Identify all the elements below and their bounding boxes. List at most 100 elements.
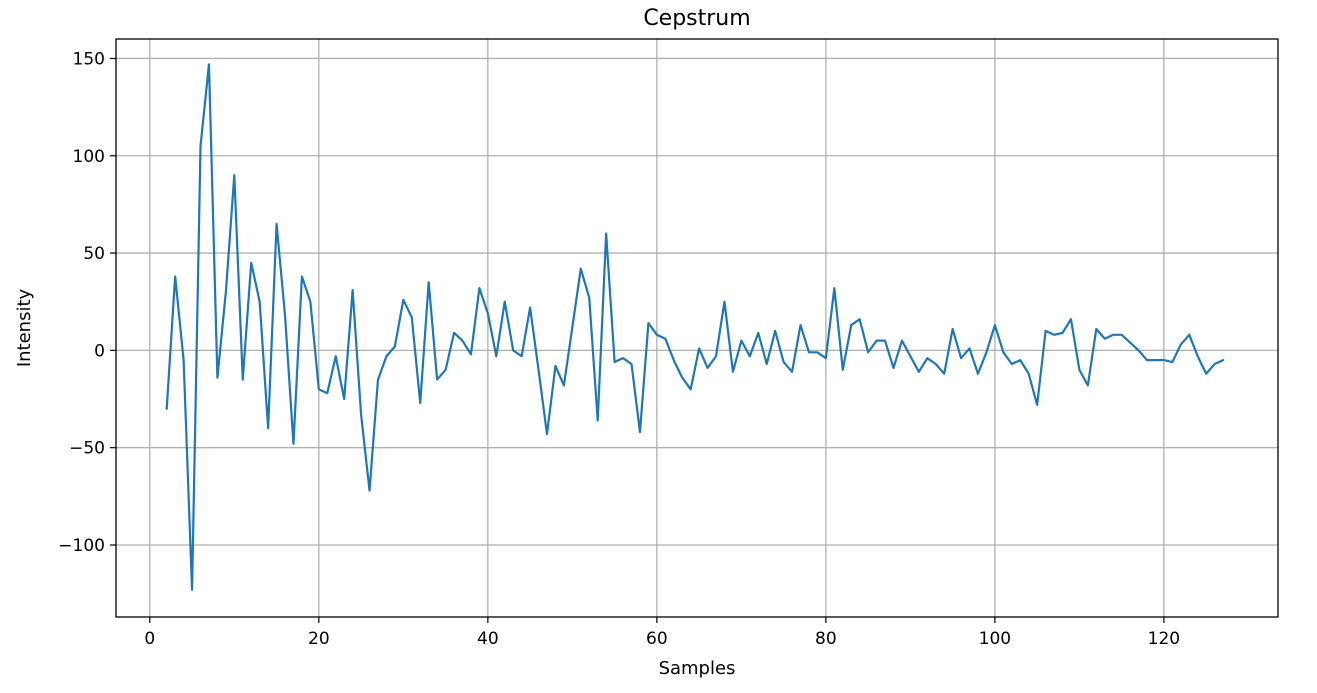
data-point: [1087, 384, 1089, 386]
data-point: [935, 363, 937, 365]
data-point: [250, 262, 252, 264]
x-tick-label: 120: [1148, 629, 1180, 649]
y-tick-label: −50: [69, 439, 105, 459]
data-point: [521, 355, 523, 357]
y-tick-label: 50: [83, 244, 105, 264]
data-point: [1129, 341, 1131, 343]
data-point: [1214, 363, 1216, 365]
data-point: [1104, 338, 1106, 340]
y-axis-label: Intensity: [14, 288, 35, 367]
data-point: [478, 287, 480, 289]
y-axis-ticks: −100 −50 0 50 100 150: [58, 49, 116, 556]
data-point: [428, 281, 430, 283]
x-axis-label: Samples: [659, 658, 736, 679]
data-point: [1137, 349, 1139, 351]
x-tick-label: 80: [815, 629, 837, 649]
data-point: [259, 301, 261, 303]
data-point: [732, 371, 734, 373]
data-point: [419, 402, 421, 404]
data-point: [208, 63, 210, 65]
data-point: [267, 427, 269, 429]
data-point: [816, 351, 818, 353]
series-line: [165, 63, 1225, 591]
data-point: [859, 318, 861, 320]
data-point: [791, 371, 793, 373]
data-point: [681, 377, 683, 379]
data-point: [597, 419, 599, 421]
data-point: [377, 378, 379, 380]
data-point: [706, 367, 708, 369]
data-point: [343, 398, 345, 400]
x-tick-label: 40: [477, 629, 499, 649]
x-tick-label: 20: [308, 629, 330, 649]
data-point: [1188, 334, 1190, 336]
plot-frame: [115, 38, 1279, 618]
data-point: [504, 301, 506, 303]
data-point: [673, 359, 675, 361]
data-point: [825, 357, 827, 359]
data-point: [537, 369, 539, 371]
data-point: [1053, 334, 1055, 336]
data-point: [385, 355, 387, 357]
data-point: [284, 314, 286, 316]
data-point: [622, 357, 624, 359]
data-point: [402, 299, 404, 301]
data-point: [444, 369, 446, 371]
data-point: [487, 312, 489, 314]
data-point: [1061, 332, 1063, 334]
data-point: [909, 355, 911, 357]
data-point: [1146, 359, 1148, 361]
data-point: [757, 332, 759, 334]
data-point: [656, 334, 658, 336]
data-point: [326, 392, 328, 394]
y-tick-label: 150: [73, 49, 105, 69]
data-point: [715, 355, 717, 357]
data-point: [985, 351, 987, 353]
data-point: [647, 322, 649, 324]
data-point: [1205, 373, 1207, 375]
data-point: [1121, 334, 1123, 336]
x-axis-ticks: 0 20 40 60 80 100 120: [144, 617, 1180, 649]
data-point: [233, 174, 235, 176]
data-point: [605, 233, 607, 235]
data-point: [783, 361, 785, 363]
data-point: [318, 388, 320, 390]
data-point: [368, 489, 370, 491]
data-point: [901, 340, 903, 342]
data-point: [453, 332, 455, 334]
data-point: [867, 351, 869, 353]
data-point: [394, 345, 396, 347]
data-point: [892, 367, 894, 369]
y-tick-label: 0: [94, 341, 105, 361]
data-point: [309, 301, 311, 303]
data-point: [1078, 369, 1080, 371]
y-tick-label: −100: [58, 536, 105, 556]
data-point: [799, 324, 801, 326]
data-point: [554, 365, 556, 367]
data-point: [1045, 330, 1047, 332]
data-point: [174, 275, 176, 277]
data-point: [968, 347, 970, 349]
data-point: [1180, 343, 1182, 345]
data-point: [529, 306, 531, 308]
data-point: [850, 324, 852, 326]
data-point: [292, 443, 294, 445]
data-point: [639, 431, 641, 433]
data-point: [360, 414, 362, 416]
data-point: [470, 353, 472, 355]
data-point: [183, 359, 185, 361]
data-point: [723, 301, 725, 303]
data-point: [1011, 363, 1013, 365]
data-point: [563, 384, 565, 386]
data-point: [301, 275, 303, 277]
data-point: [884, 340, 886, 342]
grid-lines: [116, 39, 1278, 617]
data-point: [630, 363, 632, 365]
data-point: [1070, 318, 1072, 320]
data-point: [842, 369, 844, 371]
data-point: [1197, 355, 1199, 357]
data-point: [740, 340, 742, 342]
data-point: [1019, 359, 1021, 361]
data-point: [918, 371, 920, 373]
